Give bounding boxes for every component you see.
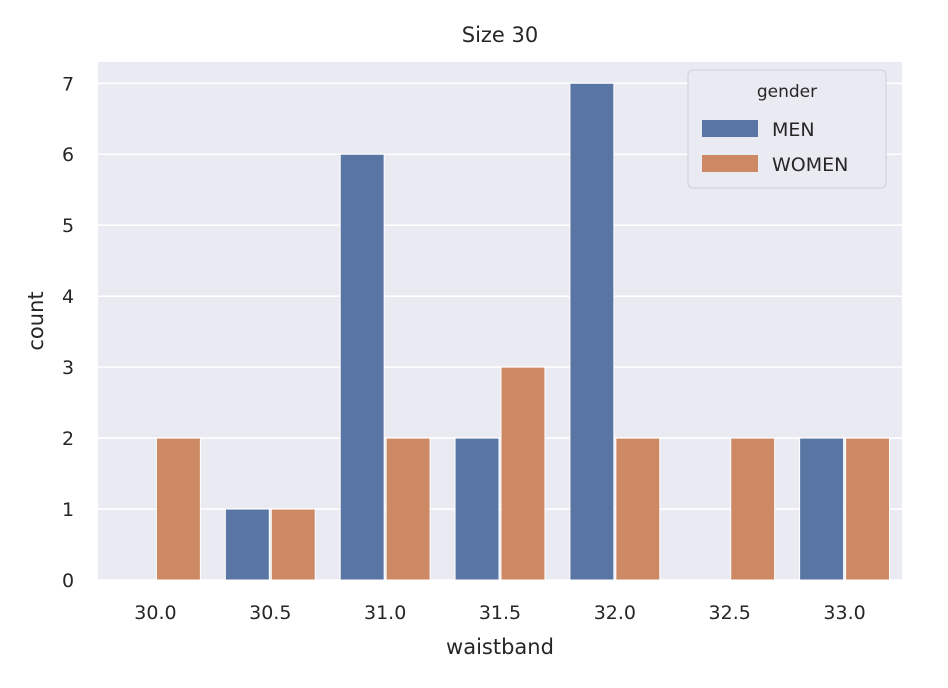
y-tick-label: 4 [62,286,74,308]
bar-men-32.0 [569,82,615,581]
x-tick-label: 30.0 [134,602,176,624]
bar-women-33.0 [845,437,891,581]
y-tick-label: 7 [62,73,74,95]
bar-women-30.0 [155,437,201,581]
legend-swatch-men [702,120,758,137]
legend: gender MEN WOMEN [687,69,887,189]
y-tick-label: 6 [62,144,74,166]
y-axis-label: count [24,291,48,350]
legend-label-women: WOMEN [772,154,848,176]
x-axis-label: waistband [446,635,554,659]
y-tick-label: 1 [62,499,74,521]
y-tick-label: 2 [62,428,74,450]
legend-swatch-women [702,155,758,172]
legend-title: gender [757,82,817,102]
y-tick-label: 0 [62,570,74,592]
bar-men-33.0 [799,437,845,581]
bar-men-31.5 [454,437,500,581]
x-tick-label: 30.5 [249,602,291,624]
bar-women-31.0 [385,437,431,581]
bar-women-31.5 [500,366,546,581]
x-tick-label: 31.5 [479,602,521,624]
chart-title: Size 30 [462,23,539,47]
y-axis-ticks: 0 1 2 3 4 5 6 7 [62,73,74,592]
bar-women-32.0 [615,437,661,581]
x-axis-ticks: 30.0 30.5 31.0 31.5 32.0 32.5 33.0 [134,602,865,624]
bar-women-30.5 [270,508,316,581]
bar-men-31.0 [339,153,385,581]
x-tick-label: 33.0 [823,602,865,624]
bar-men-30.5 [224,508,270,581]
legend-label-men: MEN [772,119,815,141]
bar-women-32.5 [730,437,776,581]
x-tick-label: 32.5 [709,602,751,624]
x-tick-label: 31.0 [364,602,406,624]
y-tick-label: 3 [62,357,74,379]
bars [155,82,891,581]
x-tick-label: 32.0 [594,602,636,624]
y-tick-label: 5 [62,215,74,237]
